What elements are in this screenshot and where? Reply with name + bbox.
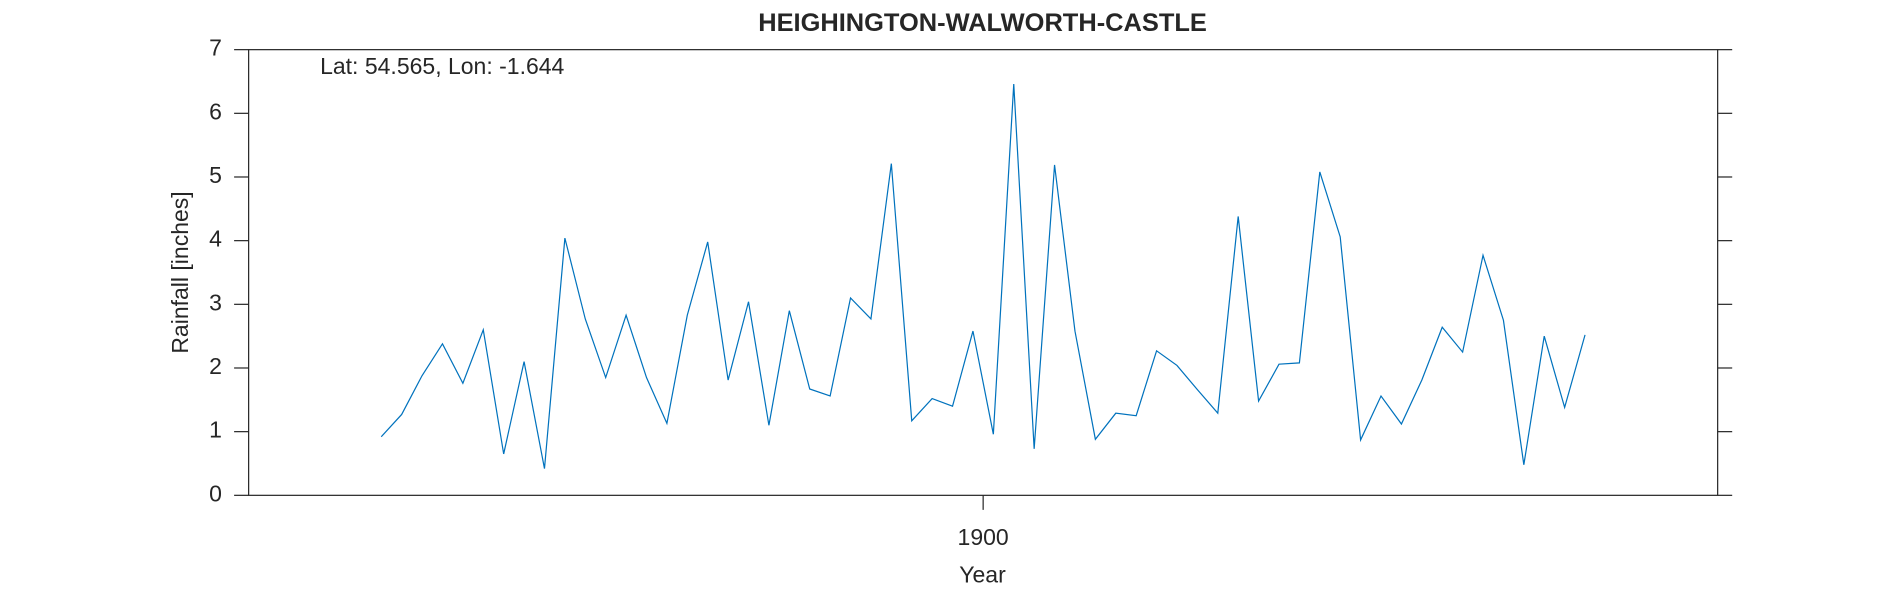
y-axis-label: Rainfall [inches] [167, 191, 193, 353]
y-tick-label: 1 [209, 417, 222, 443]
y-tick-label: 3 [209, 289, 222, 315]
y-tick-label: 4 [209, 226, 222, 252]
y-tick-label: 6 [209, 98, 222, 124]
x-axis-label: Year [959, 562, 1006, 588]
x-tick-label: 1900 [958, 524, 1009, 550]
chart-title: HEIGHINGTON-WALWORTH-CASTLE [758, 9, 1207, 37]
y-tick-label: 5 [209, 162, 222, 188]
line-series [380, 83, 1586, 469]
y-tick-label: 2 [209, 353, 222, 379]
annotation: Lat: 54.565, Lon: -1.644 [320, 53, 564, 79]
plot-frame [248, 49, 1719, 496]
y-tick-label: 7 [209, 35, 222, 61]
y-tick-label: 0 [209, 480, 222, 506]
